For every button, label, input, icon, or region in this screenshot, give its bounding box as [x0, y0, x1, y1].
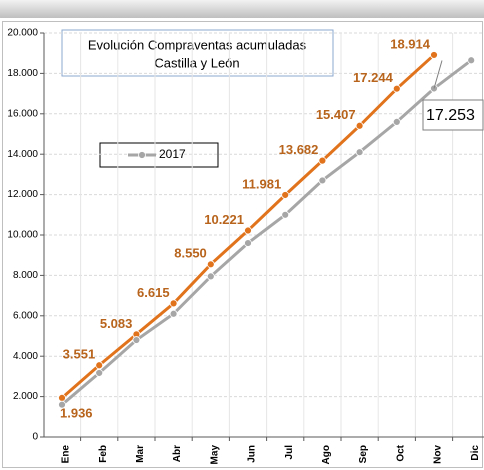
- point: [132, 336, 141, 344]
- point: [95, 369, 104, 377]
- data-label: 11.981: [242, 176, 281, 191]
- point: [206, 272, 215, 281]
- point: [281, 191, 290, 199]
- data-label: 17.253: [426, 107, 475, 124]
- point: [281, 210, 290, 219]
- legend: [99, 142, 219, 168]
- x-tick-label: Mar: [135, 445, 146, 463]
- data-label: 18.914: [390, 36, 431, 51]
- x-tick-label: Dic: [470, 445, 481, 461]
- y-tick-label: 20.000: [7, 28, 38, 39]
- data-label: 5.083: [100, 316, 133, 331]
- y-tick-label: 16.000: [7, 108, 38, 119]
- x-tick-label: Oct: [395, 444, 406, 461]
- chart-title: Castilla y León: [154, 55, 239, 70]
- data-label: 15.407: [316, 107, 356, 122]
- window-bar: [0, 0, 484, 18]
- point: [206, 260, 215, 269]
- y-tick-label: 4.000: [13, 351, 38, 362]
- x-tick-label: Nov: [433, 445, 444, 464]
- legend-label: 2017: [159, 147, 186, 161]
- data-label: 17.244: [353, 70, 394, 85]
- point: [318, 156, 327, 165]
- callout-leader: [433, 60, 443, 89]
- chart-title: Evolución Compraventas acumuladas: [88, 37, 307, 52]
- y-tick-label: 10.000: [7, 230, 38, 241]
- callout-box: [422, 99, 484, 131]
- data-label: 8.550: [174, 246, 207, 261]
- series-line: [61, 59, 473, 406]
- point: [392, 84, 401, 93]
- x-tick-label: Abr: [172, 445, 183, 462]
- point: [392, 117, 401, 126]
- y-tick-label: 0: [32, 432, 38, 443]
- point: [318, 176, 327, 185]
- point: [244, 226, 252, 235]
- y-tick-label: 14.000: [7, 149, 38, 160]
- point: [467, 56, 476, 65]
- data-label: 1.936: [60, 405, 93, 420]
- point: [355, 148, 364, 157]
- x-tick-label: Jul: [284, 445, 295, 460]
- data-label: 10.221: [204, 212, 244, 227]
- title-box: [61, 29, 334, 77]
- x-tick-label: Jun: [247, 445, 258, 463]
- y-tick-label: 8.000: [13, 270, 38, 281]
- point: [244, 239, 252, 247]
- point: [169, 309, 178, 318]
- legend-marker: [138, 151, 146, 159]
- point: [169, 299, 178, 308]
- chart-frame: [2, 21, 483, 468]
- point: [95, 361, 104, 370]
- y-tick-label: 6.000: [13, 310, 38, 321]
- point: [58, 400, 66, 409]
- y-tick-label: 18.000: [7, 68, 38, 79]
- y-tick-label: 12.000: [7, 189, 38, 200]
- data-label: 3.551: [63, 347, 96, 362]
- x-tick-label: May: [209, 445, 220, 465]
- data-label: 6.615: [137, 285, 170, 300]
- y-tick-label: 2.000: [13, 391, 38, 402]
- x-tick-label: Feb: [98, 445, 109, 463]
- x-tick-label: Ene: [61, 445, 72, 464]
- point: [430, 51, 438, 59]
- data-label: 13.682: [279, 142, 319, 157]
- point: [355, 121, 364, 130]
- point: [58, 393, 66, 402]
- x-tick-label: Ago: [321, 445, 332, 464]
- x-tick-label: Sep: [358, 445, 369, 463]
